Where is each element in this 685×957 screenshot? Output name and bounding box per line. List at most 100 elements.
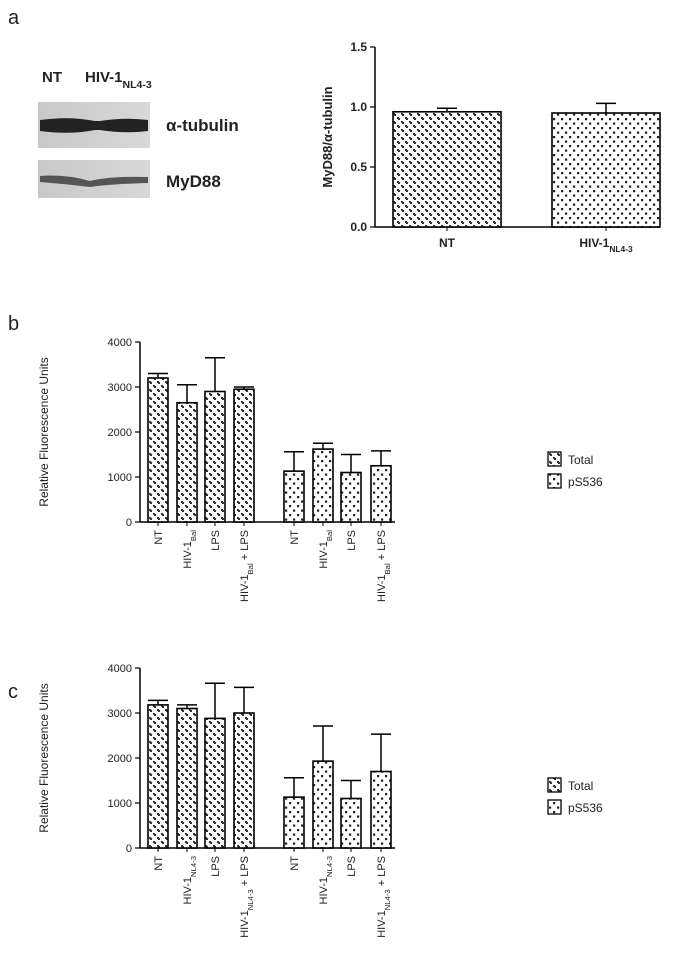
error-bar (148, 699, 168, 705)
legend-label: pS536 (568, 475, 603, 489)
y-axis-label: Relative Fluorescence Units (37, 683, 51, 832)
y-tick-label: 4000 (108, 663, 132, 675)
label-part: HIV-1 (182, 877, 194, 905)
x-tick-label: HIV-1NL4-3 (579, 236, 633, 254)
x-tick-label: HIV-1NL4-3 (182, 856, 198, 904)
label-part: NL4-3 (123, 79, 152, 91)
label-part: NT (153, 530, 165, 545)
bar (233, 388, 255, 523)
error-bar (205, 357, 225, 392)
y-tick-label: 2000 (108, 753, 132, 765)
x-tick-label: HIV-1Bal (182, 530, 198, 569)
y-tick-label: 1000 (108, 798, 132, 810)
error-bar (313, 442, 333, 450)
error-bar (148, 372, 168, 378)
bar (176, 707, 198, 849)
legend-label: Total (568, 453, 593, 467)
label-part: HIV-1 (239, 910, 251, 938)
x-tick-label: LPS (210, 530, 222, 551)
legend-swatch (547, 451, 562, 467)
bar (392, 111, 502, 228)
error-bar (437, 107, 457, 112)
label-part: NT (289, 530, 301, 545)
bar (340, 797, 362, 849)
error-bar (341, 453, 361, 473)
legend-label: Total (568, 779, 593, 793)
bar (370, 770, 392, 849)
bar (204, 717, 226, 849)
bar (176, 401, 198, 523)
y-tick-label: 0.0 (350, 220, 367, 234)
label-part: HIV-1 (182, 541, 194, 569)
label-part: LPS (346, 530, 358, 551)
y-tick-label: 4000 (108, 337, 132, 349)
x-tick-label: LPS (346, 856, 358, 877)
legend-swatch (547, 777, 562, 793)
label-part: NL4-3 (609, 244, 633, 254)
error-bar (371, 733, 391, 772)
panel-letter: c (8, 681, 18, 703)
y-tick-label: 3000 (108, 708, 132, 720)
y-axis-label: MyD88/α-tubulin (320, 86, 335, 187)
y-tick-label: 1.5 (350, 40, 367, 54)
label-part: HIV-1 (318, 877, 330, 905)
bar (283, 470, 305, 523)
label-part: NL4-3 (325, 856, 334, 877)
error-bar (234, 386, 254, 390)
western-blot (38, 102, 150, 198)
label-part: NL4-3 (189, 856, 198, 877)
x-tick-label: NT (153, 856, 165, 871)
label-part: HIV-1 (376, 910, 388, 938)
label-part: NL4-3 (383, 889, 392, 910)
label-part: Bal (383, 563, 392, 574)
label-part: Bal (325, 530, 334, 541)
error-bar (371, 450, 391, 466)
label-part: LPS (210, 530, 222, 551)
error-bar (284, 777, 304, 798)
label-part: NT (153, 856, 165, 871)
bar (233, 712, 255, 849)
x-tick-label: NT (289, 530, 301, 545)
bar (204, 390, 226, 523)
label-part: LPS (210, 856, 222, 877)
bar (551, 112, 661, 228)
label-part: HIV-1 (579, 236, 609, 250)
x-tick-label: NT (439, 236, 456, 250)
bar (312, 760, 334, 849)
y-axis-label: Relative Fluorescence Units (37, 357, 51, 506)
legend-swatch (547, 799, 562, 815)
label-part: LPS (346, 856, 358, 877)
label-part: Bal (246, 563, 255, 574)
y-tick-label: 0 (126, 517, 132, 529)
legend-label: pS536 (568, 801, 603, 815)
bar (370, 464, 392, 523)
error-bar (234, 686, 254, 713)
label-part: + LPS (376, 856, 388, 889)
label-part: + LPS (376, 530, 388, 563)
band-label: MyD88 (166, 172, 221, 191)
label-part: NT (439, 236, 456, 250)
label-part: + LPS (239, 530, 251, 563)
lane-label: NT (42, 69, 62, 86)
bar (147, 704, 169, 849)
x-tick-label: LPS (346, 530, 358, 551)
label-part: HIV-1 (85, 69, 123, 86)
error-bar (177, 704, 197, 709)
error-bar (596, 102, 616, 113)
lane-label: HIV-1NL4-3 (85, 69, 152, 91)
x-tick-label: NT (289, 856, 301, 871)
bar (312, 448, 334, 523)
panel-letter: a (8, 7, 20, 29)
bar (340, 471, 362, 523)
label-part: HIV-1 (318, 541, 330, 569)
band-label: α-tubulin (166, 116, 239, 135)
y-tick-label: 0.5 (350, 160, 367, 174)
legend-swatch (547, 473, 562, 489)
error-bar (313, 725, 333, 762)
error-bar (284, 451, 304, 472)
label-part: NT (289, 856, 301, 871)
x-tick-label: HIV-1NL4-3 (318, 856, 334, 904)
y-tick-label: 0 (126, 843, 132, 855)
error-bar (205, 682, 225, 719)
